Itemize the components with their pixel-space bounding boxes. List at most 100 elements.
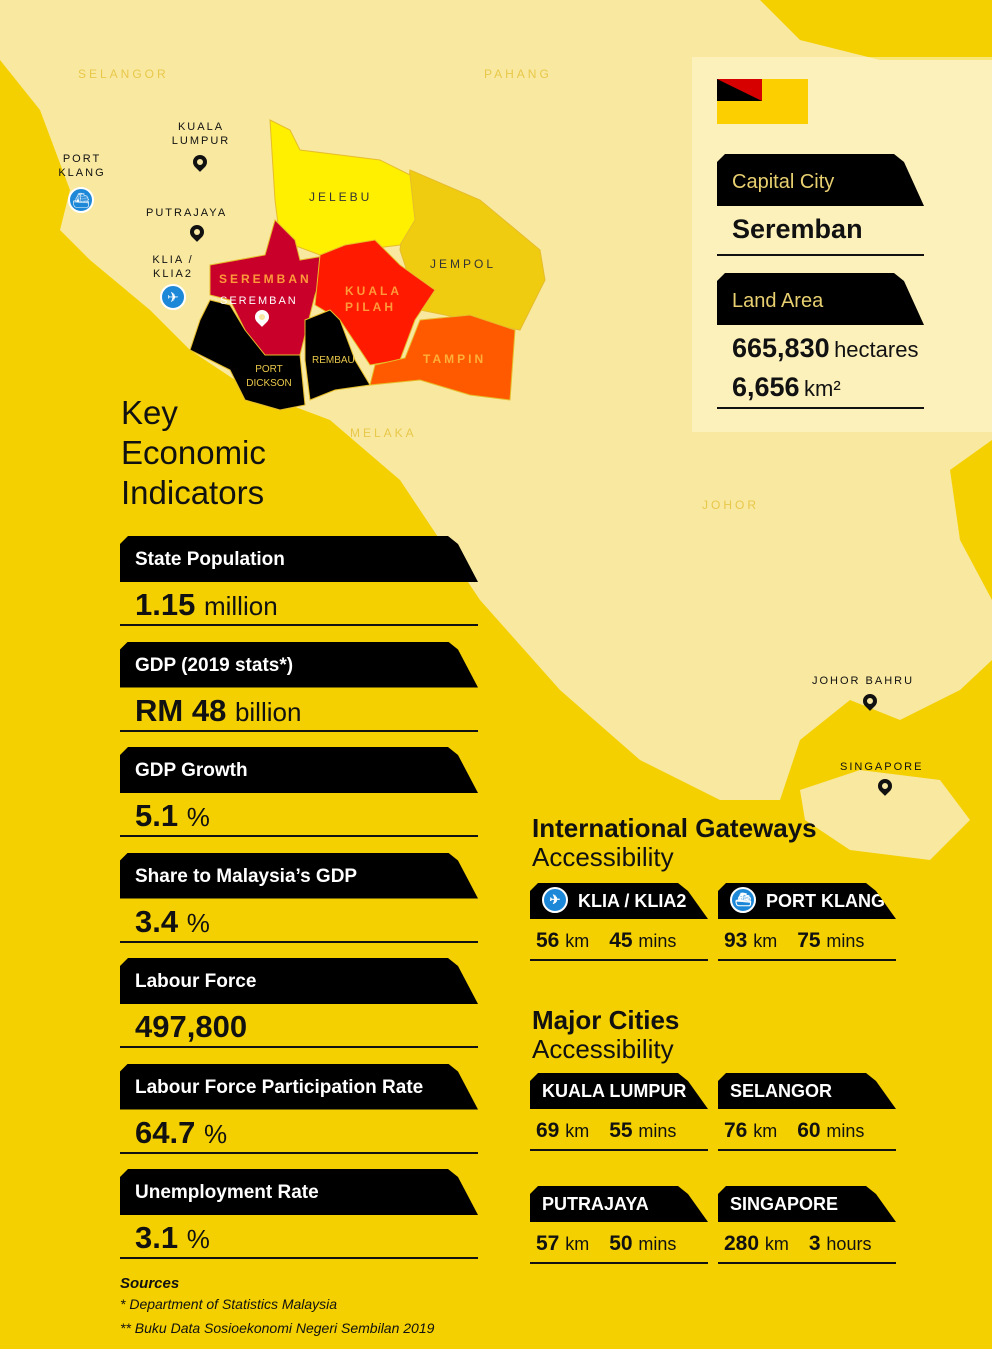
city-label-port-klang: PORT KLANG	[58, 153, 106, 179]
distance-unit: km	[753, 1121, 778, 1141]
city-label-seremban: SEREMBAN	[220, 295, 298, 307]
gateways-title-light: Accessibility	[532, 842, 674, 872]
distance-time: 93 km 75 mins	[718, 919, 896, 961]
indicator-label: Labour Force Participation Rate	[120, 1064, 478, 1110]
capital-city-label: Capital City	[717, 154, 924, 206]
indicator-number: 64.7	[135, 1114, 196, 1150]
time-unit: mins	[826, 931, 865, 951]
indicator-unit: %	[186, 907, 210, 938]
land-area-value: 665,830 hectares 6,656 km²	[717, 325, 924, 409]
gateway-card: ✈ KLIA / KLIA2 56 km 45 mins	[530, 883, 708, 961]
negeri-sembilan-flag	[717, 79, 808, 124]
district-tampin	[369, 314, 516, 401]
city-card: SINGAPORE 280 km 3 hours	[718, 1186, 896, 1264]
city-label-singapore: SINGAPORE	[840, 761, 924, 773]
indicator-value: 5.1 %	[120, 793, 478, 837]
indicator-number: 1.15	[135, 587, 196, 622]
destination-name: SELANGOR	[730, 1081, 833, 1101]
distance-value: 280	[724, 1232, 760, 1255]
distance-unit: km	[565, 1121, 590, 1141]
gateways-title: International Gateways Accessibility	[532, 814, 817, 872]
indicator-card: GDP Growth 5.1 %	[120, 747, 478, 837]
destination-label: SELANGOR	[718, 1073, 896, 1109]
land-hectares: 665,830	[732, 333, 830, 363]
indicator-label: Unemployment Rate	[120, 1169, 478, 1215]
distance-unit: km	[753, 931, 778, 951]
sources: Sources * Department of Statistics Malay…	[120, 1273, 434, 1339]
land-area-label: Land Area	[717, 273, 924, 325]
distance-unit: km	[565, 931, 590, 951]
district-label-tampin: TAMPIN	[423, 352, 487, 366]
time-unit: mins	[638, 1234, 677, 1254]
destination-label: PUTRAJAYA	[530, 1186, 708, 1222]
destination-label: SINGAPORE	[718, 1186, 896, 1222]
indicator-card: GDP (2019 stats*) RM 48 billion	[120, 642, 478, 732]
city-label-johor-bahru: JOHOR BAHRU	[812, 675, 915, 687]
destination-name: KLIA / KLIA2	[578, 891, 687, 911]
district-rembau	[304, 309, 371, 401]
distance-unit: km	[764, 1234, 789, 1254]
airplane-icon: ✈	[160, 284, 186, 310]
indicator-card: Labour Force 497,800	[120, 958, 478, 1048]
destination-name: PUTRAJAYA	[542, 1194, 649, 1214]
indicator-number: 5.1	[135, 798, 179, 833]
sources-heading: Sources	[120, 1275, 180, 1292]
cities-title-bold: Major Cities	[532, 1005, 680, 1035]
time-unit: mins	[826, 1121, 865, 1141]
city-label-kuala-lumpur: KUALA LUMPUR	[171, 121, 231, 147]
city-label-klia: KLIA / KLIA2	[152, 254, 194, 280]
distance-time: 69 km 55 mins	[530, 1109, 708, 1151]
district-label-kuala-pilah: KUALA PILAH	[345, 284, 402, 314]
source-line: ** Buku Data Sosioekonomi Negeri Sembila…	[120, 1320, 435, 1336]
destination-label: ⛴ PORT KLANG	[718, 883, 896, 919]
indicator-value: 64.7 %	[120, 1110, 478, 1154]
time-unit: mins	[638, 931, 677, 951]
indicator-value: 497,800	[120, 1004, 478, 1048]
indicator-number: 3.1	[135, 1220, 179, 1255]
time-value: 55	[609, 1119, 633, 1142]
indicator-label: GDP Growth	[120, 747, 478, 793]
cities-title-light: Accessibility	[532, 1034, 674, 1064]
indicator-value: 3.1 %	[120, 1215, 478, 1259]
indicator-unit: %	[186, 802, 210, 832]
land-km: 6,656	[732, 372, 800, 402]
title-line: Economic	[121, 434, 266, 471]
destination-label: KUALA LUMPUR	[530, 1073, 708, 1109]
district-label-rembau: REMBAU	[312, 355, 355, 366]
region-label-pahang: PAHANG	[484, 67, 552, 81]
distance-value: 57	[536, 1232, 560, 1255]
land-area-card: Land Area 665,830 hectares 6,656 km²	[717, 273, 924, 409]
ship-icon: ⛴	[730, 887, 756, 913]
distance-value: 56	[536, 929, 560, 952]
land-km-unit: km²	[804, 376, 841, 401]
capital-city-value: Seremban	[717, 206, 924, 256]
destination-name: PORT KLANG	[766, 891, 885, 911]
distance-time: 56 km 45 mins	[530, 919, 708, 961]
time-value: 45	[609, 929, 633, 952]
indicator-number: 497,800	[135, 1009, 248, 1044]
district-label-seremban: SEREMBAN	[219, 272, 312, 286]
indicator-label: Share to Malaysia’s GDP	[120, 853, 478, 899]
time-value: 50	[609, 1232, 633, 1255]
indicator-unit: million	[203, 591, 278, 621]
city-card: PUTRAJAYA 57 km 50 mins	[530, 1186, 708, 1264]
region-label-melaka: MELAKA	[350, 426, 417, 440]
district-seremban	[209, 219, 331, 361]
indicator-card: Unemployment Rate 3.1 %	[120, 1169, 478, 1259]
source-line: * Department of Statistics Malaysia	[120, 1296, 338, 1312]
indicator-value: 3.4 %	[120, 899, 478, 943]
destination-name: SINGAPORE	[730, 1194, 839, 1214]
district-label-jelebu: JELEBU	[309, 190, 373, 204]
gateways-title-bold: International Gateways	[532, 813, 817, 843]
time-unit: mins	[638, 1121, 677, 1141]
time-value: 75	[797, 929, 821, 952]
city-card: KUALA LUMPUR 69 km 55 mins	[530, 1073, 708, 1151]
indicator-number: 3.4	[135, 903, 179, 939]
indicator-unit: billion	[234, 696, 302, 727]
district-port-dickson	[189, 299, 306, 411]
indicator-value: RM 48 billion	[120, 688, 478, 732]
city-card: SELANGOR 76 km 60 mins	[718, 1073, 896, 1151]
capital-city-card: Capital City Seremban	[717, 154, 924, 256]
distance-value: 93	[724, 929, 748, 952]
indicator-number: RM 48	[135, 692, 227, 728]
